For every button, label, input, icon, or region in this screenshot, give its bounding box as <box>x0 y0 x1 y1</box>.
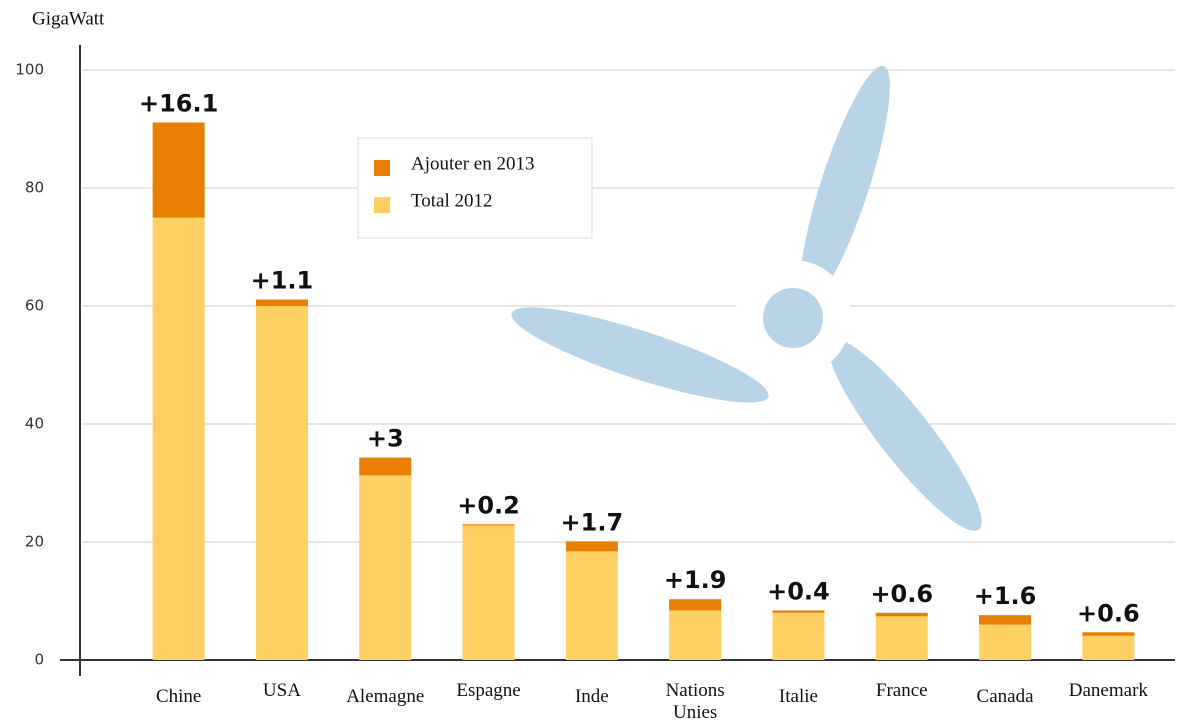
bar-segment <box>669 610 722 660</box>
bar-segment <box>255 306 308 660</box>
value-label: +0.4 <box>767 577 830 605</box>
bar-segment <box>462 525 515 660</box>
bar-segment <box>359 457 412 476</box>
legend-box <box>357 137 593 239</box>
legend-swatch <box>374 160 390 176</box>
bar-segment <box>152 217 205 660</box>
value-label: +0.2 <box>457 491 520 519</box>
legend-label: Total 2012 <box>411 190 493 211</box>
y-tick-label: 40 <box>25 415 44 433</box>
bar-segment <box>875 612 928 617</box>
bar-segment <box>565 551 618 660</box>
x-tick-label: Danemark <box>1068 680 1148 701</box>
x-tick-label: Espagne <box>456 680 521 701</box>
x-tick-label: Inde <box>574 686 609 707</box>
bar-segment <box>979 624 1032 660</box>
bar-segment <box>359 475 412 660</box>
value-label: +0.6 <box>1077 599 1140 627</box>
y-axis-label: GigaWatt <box>32 8 105 29</box>
turbine-decoration <box>511 65 982 531</box>
value-label: +1.7 <box>561 508 624 536</box>
value-label: +1.9 <box>664 566 727 594</box>
bar-segment <box>875 616 928 660</box>
x-tick-label: Italie <box>778 686 818 707</box>
legend-label: Ajouter en 2013 <box>411 153 534 174</box>
legend-swatch <box>374 197 390 213</box>
value-label: +1.6 <box>974 582 1037 610</box>
value-label: +3 <box>367 425 404 453</box>
bar-segment <box>669 599 722 611</box>
bar-segment <box>152 122 205 218</box>
bar-segment <box>462 524 515 526</box>
x-tick-label: Chine <box>155 686 202 707</box>
bar-segment <box>979 615 1032 625</box>
bar-segment <box>1082 632 1135 636</box>
x-tick-label: Nations Unies <box>665 680 725 723</box>
value-label: +1.1 <box>251 267 314 295</box>
y-tick-label: 80 <box>25 179 44 197</box>
value-label: +0.6 <box>870 580 933 608</box>
bar-segment <box>772 612 825 660</box>
bar-segment <box>255 299 308 306</box>
x-tick-label: France <box>875 680 928 701</box>
bar-segment <box>772 610 825 613</box>
bar-segment <box>565 541 618 552</box>
y-tick-label: 0 <box>34 651 44 669</box>
y-tick-label: 20 <box>25 533 44 551</box>
bar-segment <box>1082 635 1135 660</box>
x-tick-label: Alemagne <box>346 686 425 707</box>
x-tick-label: Canada <box>976 686 1034 707</box>
value-label: +16.1 <box>139 90 218 118</box>
y-tick-label: 60 <box>25 297 44 315</box>
y-tick-label: 100 <box>15 61 44 79</box>
x-tick-label: USA <box>262 680 301 701</box>
